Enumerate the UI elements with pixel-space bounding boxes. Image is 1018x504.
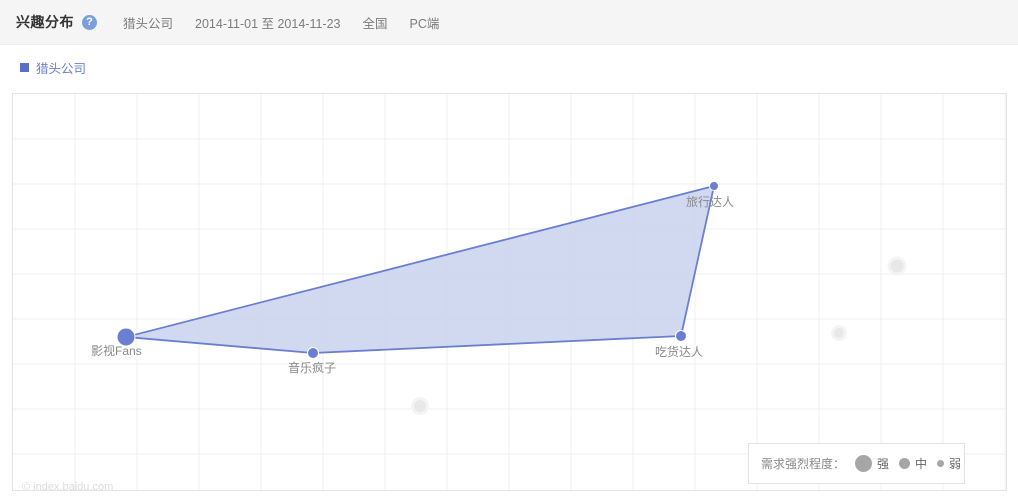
- data-point[interactable]: [709, 181, 719, 191]
- strength-label-medium: 中: [915, 457, 928, 471]
- header-device: PC端: [409, 16, 440, 31]
- chart-canvas: 影视Fans 音乐疯子 吃货达人 旅行达人: [13, 94, 1006, 490]
- strength-legend-title: 需求强烈程度：: [761, 457, 846, 471]
- data-point[interactable]: [116, 327, 136, 347]
- strength-dot-large-icon: [855, 455, 873, 472]
- ghost-point: [411, 397, 429, 415]
- header-region: 全国: [362, 16, 388, 31]
- page-header: 兴趣分布 ? 猎头公司 2014-11-01 至 2014-11-23 全国 P…: [0, 0, 1018, 45]
- chart-gridlines: [13, 94, 1006, 490]
- data-point-label: 影视Fans: [91, 343, 142, 358]
- interest-distribution-chart: 影视Fans 音乐疯子 吃货达人 旅行达人: [12, 93, 1007, 491]
- strength-level-weak: 弱: [937, 455, 961, 472]
- page-title: 兴趣分布: [16, 14, 74, 30]
- legend-color-swatch: [20, 63, 29, 72]
- data-point[interactable]: [675, 330, 687, 342]
- ghost-point: [887, 256, 907, 276]
- series-legend-item[interactable]: 猎头公司: [20, 58, 86, 77]
- data-point-label: 音乐疯子: [288, 360, 336, 375]
- strength-dot-medium-icon: [899, 458, 911, 469]
- question-mark-icon[interactable]: ?: [82, 14, 97, 30]
- series-area: [125, 185, 715, 354]
- strength-label-weak: 弱: [949, 457, 962, 471]
- legend-label: 猎头公司: [36, 62, 87, 76]
- ghost-point: [831, 325, 847, 341]
- strength-dot-small-icon: [937, 460, 945, 467]
- watermark: © index.baidu.com: [22, 481, 114, 493]
- data-point-label: 吃货达人: [655, 344, 703, 359]
- strength-level-strong: 强: [855, 455, 889, 472]
- data-point-label: 旅行达人: [686, 195, 734, 209]
- data-point[interactable]: [307, 347, 319, 359]
- strength-legend: 需求强烈程度： 强 中 弱: [748, 443, 965, 484]
- ghost-points: [411, 256, 907, 415]
- header-date-range: 2014-11-01 至 2014-11-23: [195, 16, 341, 31]
- strength-label-strong: 强: [877, 457, 890, 471]
- strength-level-medium: 中: [899, 455, 927, 472]
- header-keyword: 猎头公司: [123, 16, 174, 31]
